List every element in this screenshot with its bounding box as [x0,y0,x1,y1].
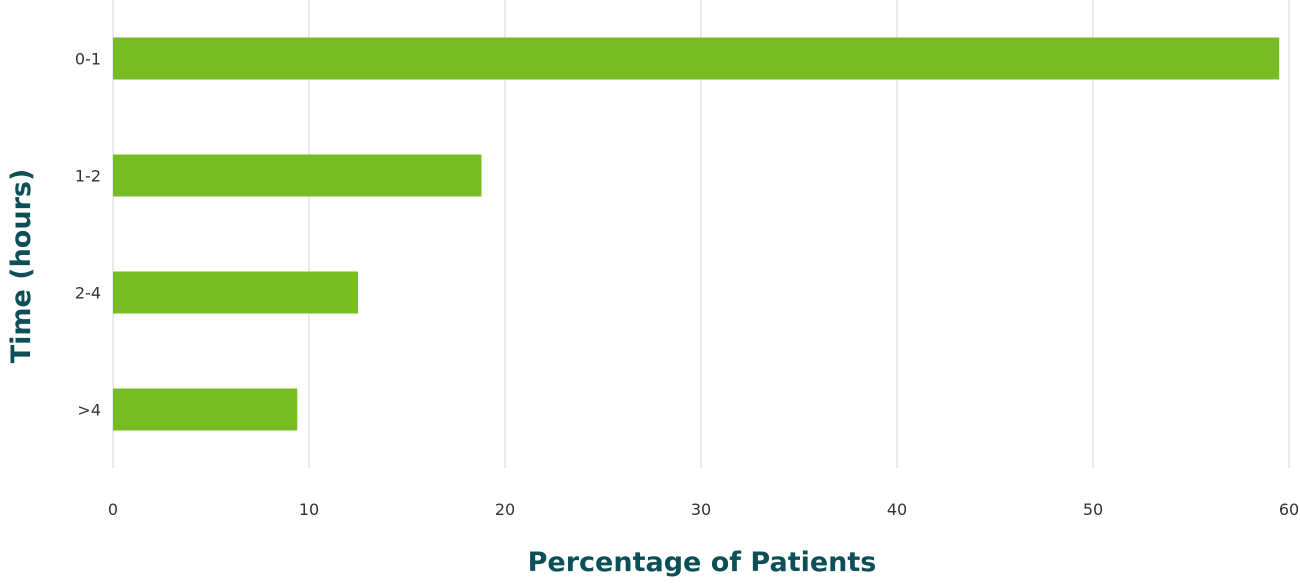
y-axis-title: Time (hours) [6,169,37,364]
x-tick-label: 40 [887,500,907,519]
x-tick-label: 30 [691,500,711,519]
x-tick-label: 60 [1279,500,1299,519]
bar-1 [113,154,482,197]
y-tick-label: >4 [77,401,101,420]
x-axis-title: Percentage of Patients [528,547,877,578]
x-tick-label: 20 [495,500,515,519]
y-tick-label: 2-4 [75,284,101,303]
x-tick-label: 10 [299,500,319,519]
y-tick-label: 1-2 [75,167,101,186]
x-tick-label: 0 [108,500,118,519]
bars [113,37,1280,431]
bar-0 [113,37,1280,80]
x-tick-label: 50 [1083,500,1103,519]
y-tick-labels: 0-1 1-2 2-4 >4 [75,50,101,420]
y-tick-label: 0-1 [75,50,101,69]
x-tick-labels: 0 10 20 30 40 50 60 [108,500,1299,519]
bar-2 [113,271,358,314]
bar-3 [113,388,298,431]
